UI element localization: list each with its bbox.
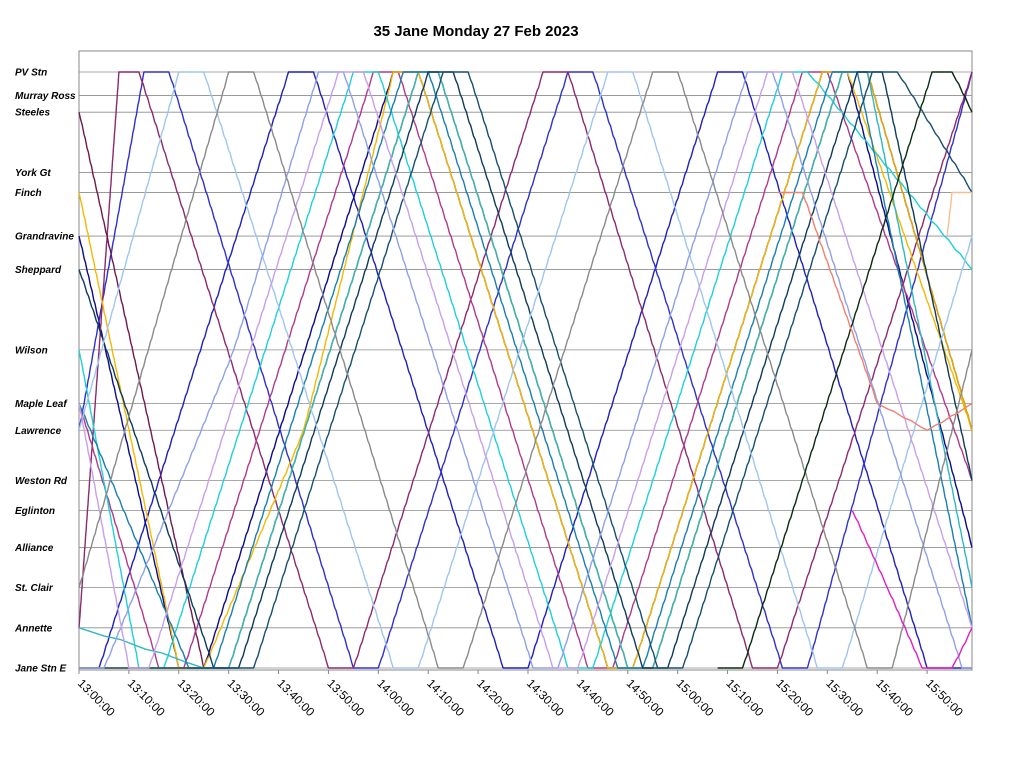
x-tick-label: 15:10:00 [723,676,766,719]
bus-trace-21 [946,191,972,237]
stop-label-murray-ross: Murray Ross [15,91,76,102]
x-tick-label: 15:20:00 [773,676,816,719]
stop-label-alliance: Alliance [14,543,54,554]
chart-title: 35 Jane Monday 27 Feb 2023 [373,23,578,40]
x-tick-label: 14:10:00 [424,676,467,719]
x-tick-label: 13:20:00 [175,676,218,719]
bus-trace-14 [78,71,973,669]
x-tick-label: 14:00:00 [374,676,417,719]
x-tick-label: 13:40:00 [274,676,317,719]
x-tick-label: 14:30:00 [524,676,567,719]
bus-trace-12 [78,71,973,669]
bus-trace-16 [78,71,973,669]
x-tick-label: 14:40:00 [574,676,617,719]
bus-trace-4 [78,71,973,669]
stop-label-york-gt: York Gt [15,168,51,179]
bus-trace-18 [717,71,973,669]
bus-trace-13 [79,71,973,669]
bus-trace-1 [79,71,972,669]
stop-label-st-clair: St. Clair [15,583,54,594]
x-tick-label: 13:00:00 [75,676,118,719]
bus-traces [78,71,973,669]
bus-trace-20 [851,510,973,669]
time-axis: 13:00:00 13:10:00 13:20:00 13:30:00 13:40:00… [75,670,966,719]
x-tick-label: 15:30:00 [823,676,866,719]
x-tick-label: 15:40:00 [873,676,916,719]
stop-label-jane-stn-e: Jane Stn E [15,664,66,675]
x-tick-label: 14:50:00 [624,676,667,719]
bus-trace-9 [78,71,973,669]
stop-label-pv-stn: PV Stn [15,68,47,79]
x-tick-label: 13:10:00 [125,676,168,719]
bus-trace-11 [78,71,973,669]
plot-area [78,50,973,671]
bus-trace-7 [78,71,973,669]
bus-trace-15 [79,71,972,669]
x-tick-label: 13:30:00 [225,676,268,719]
bus-trace-19 [777,191,973,431]
stop-label-lawrence: Lawrence [15,426,62,437]
stop-label-grandravine: Grandravine [15,232,74,243]
bus-trace-10 [78,71,973,669]
stop-label-maple-leaf: Maple Leaf [15,399,68,410]
x-tick-label: 15:00:00 [674,676,717,719]
stop-label-steeles: Steeles [15,108,50,119]
stop-label-weston-rd: Weston Rd [15,476,68,487]
x-tick-label: 13:50:00 [324,676,367,719]
x-tick-label: 14:20:00 [474,676,517,719]
stop-label-annette: Annette [14,623,53,634]
stop-labels: PV Stn Murray Ross Steeles York Gt Finch Gran… [14,68,76,675]
stop-label-sheppard: Sheppard [15,265,62,276]
bus-trace-3 [78,71,973,669]
stop-label-eglinton: Eglinton [15,506,55,517]
bus-trace-17 [78,71,973,669]
stop-label-wilson: Wilson [15,345,48,356]
bus-trace-6 [78,71,973,669]
stop-label-finch: Finch [15,188,42,199]
x-tick-label: 15:50:00 [923,676,966,719]
